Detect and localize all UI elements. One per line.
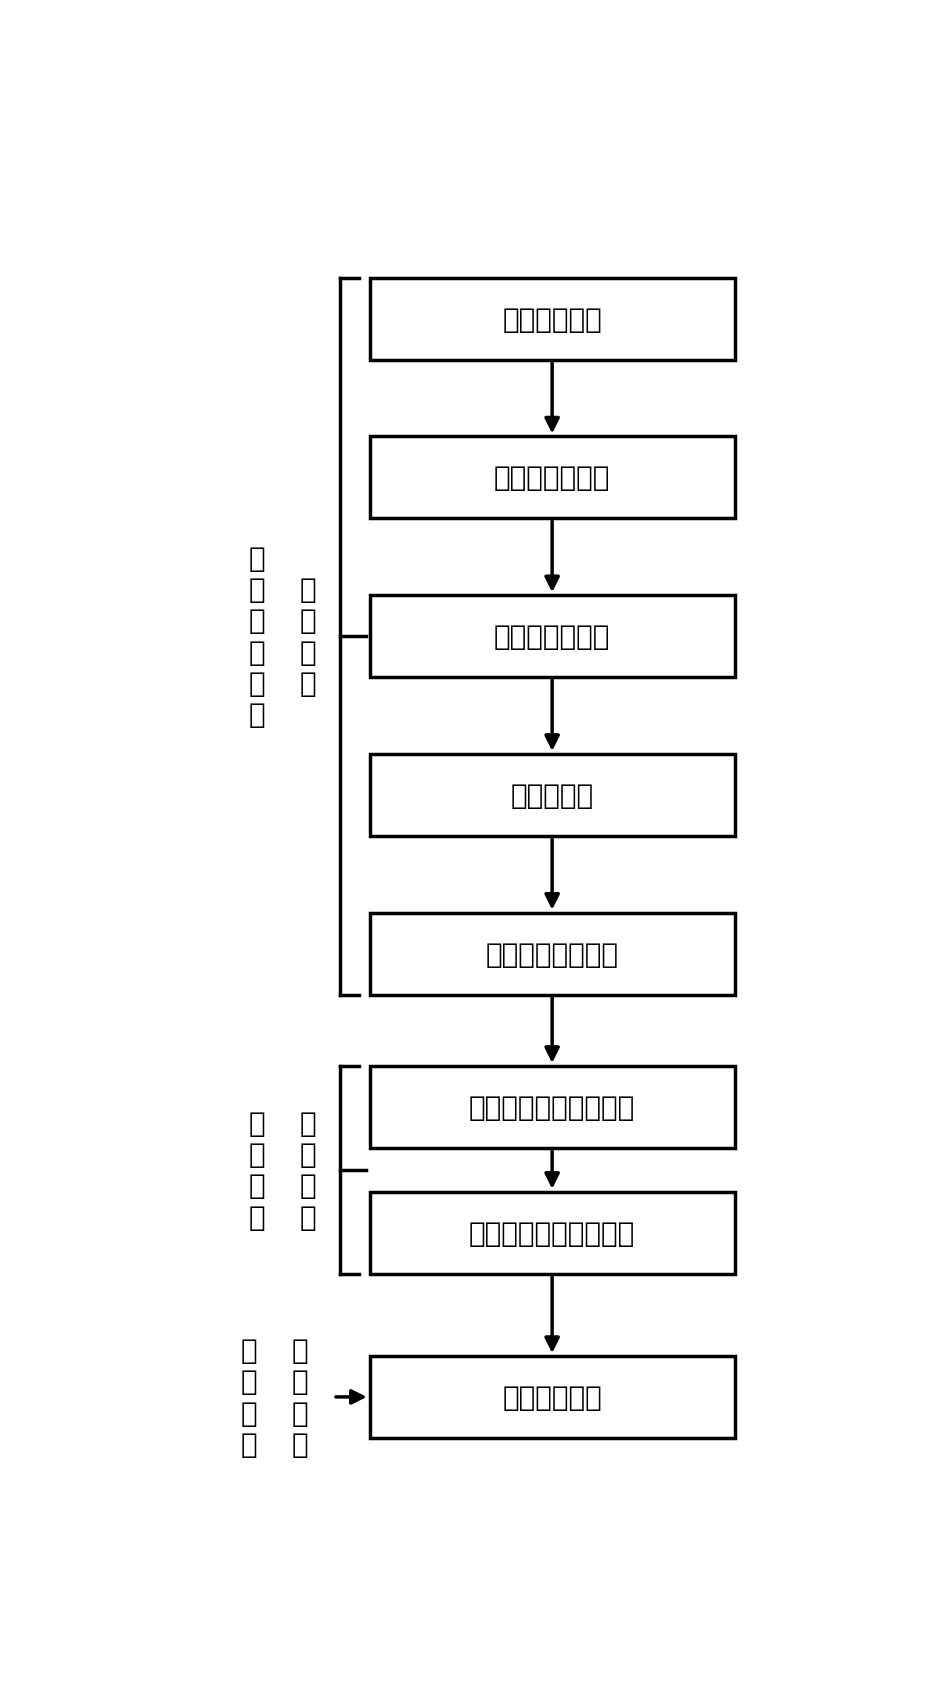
Bar: [369, 754, 735, 837]
Bar: [369, 278, 735, 360]
Bar: [369, 1192, 735, 1274]
Text: 注液、点胶一封: 注液、点胶一封: [494, 464, 610, 493]
Bar: [369, 1355, 735, 1437]
Text: 步
骤
一
：: 步 骤 一 ：: [300, 576, 316, 697]
Text: 第二阶段常温闭口化成: 第二阶段常温闭口化成: [469, 1219, 635, 1246]
Text: 常
温
老
化: 常 温 老 化: [241, 1337, 257, 1458]
Bar: [369, 595, 735, 679]
Text: 去除固化胶: 去除固化胶: [511, 781, 593, 810]
Text: 步
骤
二
：: 步 骤 二 ：: [300, 1110, 316, 1231]
Text: 抽真空、二次封口: 抽真空、二次封口: [486, 939, 619, 968]
Bar: [369, 1066, 735, 1147]
Text: 闭
口
化
成: 闭 口 化 成: [248, 1110, 265, 1231]
Text: 普通高温房搁置: 普通高温房搁置: [494, 622, 610, 651]
Bar: [369, 436, 735, 518]
Text: 测定极片水分: 测定极片水分: [502, 305, 602, 334]
Text: 常温老化处理: 常温老化处理: [502, 1383, 602, 1412]
Text: 步
骤
三
：: 步 骤 三 ：: [292, 1337, 309, 1458]
Text: 化
成
前
预
处
理: 化 成 前 预 处 理: [248, 544, 265, 730]
Text: 第一阶段常温闭口化成: 第一阶段常温闭口化成: [469, 1093, 635, 1122]
Bar: [369, 912, 735, 996]
